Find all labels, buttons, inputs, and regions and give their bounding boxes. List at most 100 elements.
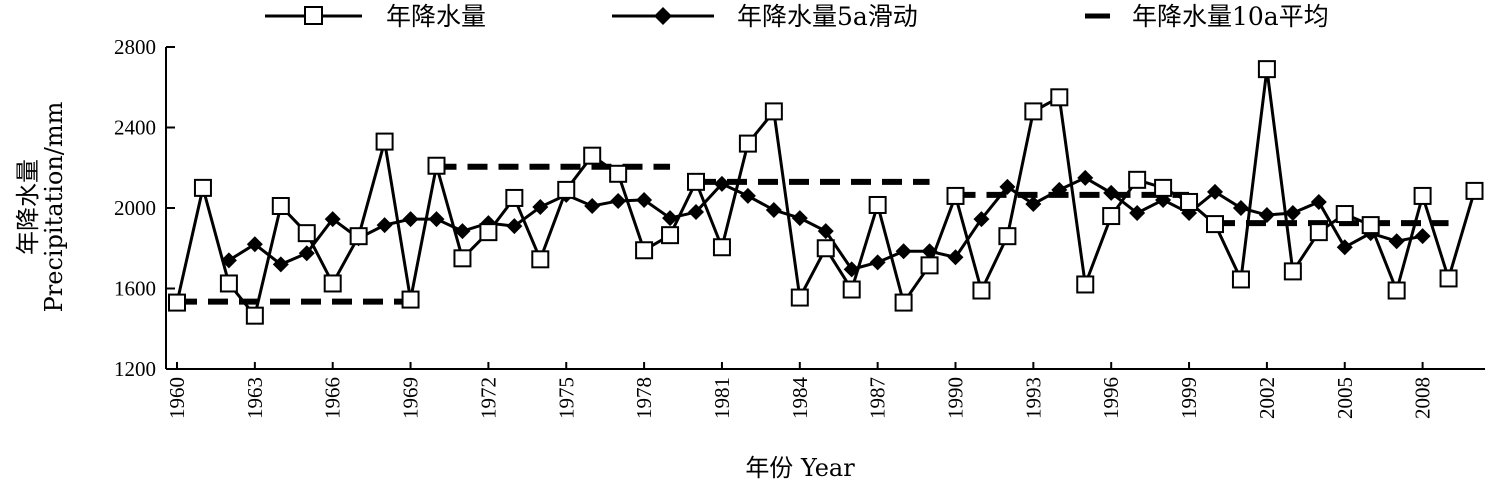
annual-point (427, 156, 446, 175)
annual-point (245, 306, 264, 325)
annual-point (557, 180, 576, 199)
annual-point (946, 186, 965, 205)
y-tick-label: 1600 (114, 277, 156, 301)
x-tick-label: 1960 (165, 377, 189, 419)
annual-point (505, 188, 524, 207)
moving-average-point (1077, 169, 1094, 186)
x-tick-label: 1963 (243, 377, 267, 419)
moving-average-point (324, 211, 341, 228)
y-tick-label: 2000 (114, 196, 156, 220)
annual-point (635, 241, 654, 260)
moving-average-point (973, 211, 990, 228)
moving-average-point (999, 178, 1016, 195)
legend-label-annual: 年降水量 (386, 2, 486, 31)
moving-average-point (739, 187, 756, 204)
moving-average-point (454, 223, 471, 240)
moving-average-point (506, 218, 523, 235)
annual-point (1257, 60, 1276, 79)
annual-point (816, 239, 835, 258)
moving-average-point (584, 197, 601, 214)
annual-point (349, 227, 368, 246)
annual-point (712, 238, 731, 257)
legend-item-decade-mean: 年降水量10a平均 (1085, 2, 1329, 31)
moving-average-point (1414, 228, 1431, 245)
moving-average-point (1025, 195, 1042, 212)
moving-average-point (1284, 205, 1301, 222)
moving-average-point (895, 243, 912, 260)
moving-average-point (636, 191, 653, 208)
moving-average-point (817, 223, 834, 240)
annual-point (1102, 207, 1121, 226)
series-decade-mean (177, 163, 1449, 305)
x-tick-label: 1993 (1021, 377, 1045, 419)
moving-average-point (1129, 205, 1146, 222)
annual-point (1076, 275, 1095, 294)
annual-point (1361, 216, 1380, 235)
series-annual (168, 60, 1484, 325)
annual-point (531, 250, 550, 269)
annual-point (1283, 262, 1302, 281)
x-tick-label: 1996 (1099, 377, 1123, 419)
moving-average-point (610, 192, 627, 209)
annual-point (323, 274, 342, 293)
annual-point (920, 256, 939, 275)
plot-area (168, 60, 1484, 325)
moving-average-point (532, 198, 549, 215)
x-tick-label: 1975 (554, 377, 578, 419)
annual-point (868, 195, 887, 214)
x-tick-label: 2005 (1333, 377, 1357, 419)
annual-point (193, 178, 212, 197)
annual-point (271, 196, 290, 215)
legend-item-annual: 年降水量 (265, 2, 486, 31)
x-ticks: 1960 1963 1966 1969 1972 1975 1978 1981 1984 1987… (165, 362, 1435, 419)
annual-point (401, 290, 420, 309)
series-moving-average (220, 169, 1431, 278)
moving-average-point (1258, 207, 1275, 224)
y-tick-label: 2400 (114, 116, 156, 140)
y-ticks: 1200 1600 2000 2400 2800 (114, 35, 175, 381)
annual-point (790, 288, 809, 307)
x-tick-label: 1990 (944, 377, 968, 419)
annual-point (894, 293, 913, 312)
moving-average-point (1051, 181, 1068, 198)
moving-average-point (1207, 183, 1223, 200)
y-axis-title-line1: 年降水量 (14, 159, 42, 255)
moving-average-point (662, 210, 679, 227)
annual-point (1439, 269, 1458, 288)
annual-point (583, 146, 602, 165)
x-tick-label: 2008 (1411, 377, 1435, 419)
axes: 1200 1600 2000 2400 2800 1960 1963 1966 1969 197… (114, 35, 1485, 419)
annual-point (609, 164, 628, 183)
x-tick-label: 1969 (399, 377, 423, 419)
y-axis-title-line2: Precipitation/mm (40, 101, 68, 312)
x-tick-label: 1978 (632, 377, 656, 419)
x-axis-title: 年份 Year (745, 454, 855, 482)
annual-point (1024, 102, 1043, 121)
annual-point (842, 280, 861, 299)
annual-point (1387, 281, 1406, 300)
x-tick-label: 1999 (1177, 377, 1201, 419)
moving-average-point (1388, 233, 1405, 250)
moving-average-point (688, 204, 704, 221)
x-tick-label: 1984 (788, 377, 812, 420)
moving-average-point (713, 175, 730, 192)
moving-average-point (947, 249, 964, 266)
annual-point (1465, 181, 1484, 200)
legend-label-decade-mean: 年降水量10a平均 (1132, 2, 1329, 31)
annual-point (297, 224, 316, 243)
legend-label-moving-average: 年降水量5a滑动 (737, 2, 918, 31)
moving-average-point (791, 210, 808, 227)
moving-average-point (402, 211, 419, 228)
x-tick-label: 1972 (476, 377, 500, 419)
moving-average-point (272, 256, 289, 273)
y-tick-label: 2800 (114, 35, 156, 59)
annual-point (1413, 186, 1432, 205)
annual-point (687, 172, 705, 191)
moving-average-point (1336, 239, 1353, 256)
annual-point (1309, 223, 1328, 242)
annual-point (738, 134, 757, 153)
moving-average-point (1103, 184, 1120, 201)
annual-point (972, 281, 991, 300)
moving-average-point (298, 245, 315, 262)
